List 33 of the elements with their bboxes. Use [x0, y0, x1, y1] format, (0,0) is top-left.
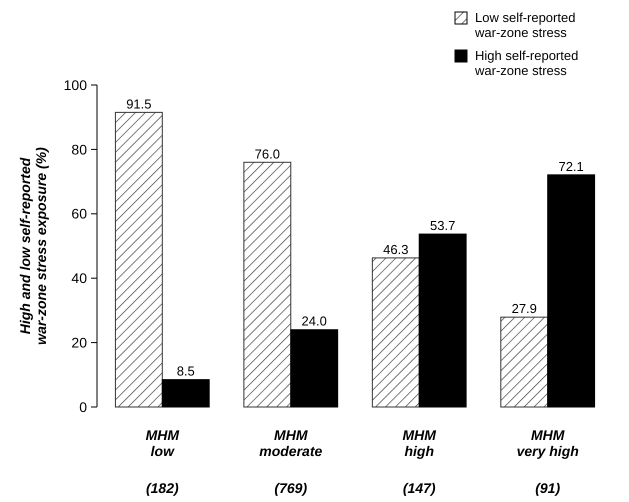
bar	[418, 234, 467, 408]
x-tick-label: MHM low	[146, 427, 180, 459]
bar	[372, 257, 420, 408]
data-label: 53.7	[430, 218, 456, 234]
legend-label: High self-reported war-zone stress	[474, 48, 578, 78]
legend-label: Low self-reported war-zone stress	[474, 10, 576, 40]
data-label: 72.1	[558, 158, 584, 174]
bar	[162, 379, 210, 408]
data-label: 76.0	[254, 146, 280, 162]
y-tick-label: 100	[64, 76, 88, 93]
data-label: 8.5	[176, 364, 195, 379]
x-tick-label: MHM high	[402, 427, 436, 459]
text: (147)	[402, 480, 436, 496]
y-tick-label: 0	[79, 398, 88, 415]
bar	[547, 174, 596, 408]
y-tick-label: 20	[71, 334, 88, 350]
text: (182)	[146, 480, 179, 496]
data-label: 24.0	[302, 314, 327, 329]
bar	[290, 329, 338, 408]
x-tick-label: MHM moderate	[259, 427, 322, 459]
y-tick-label: 40	[71, 270, 88, 286]
y-tick-label: 80	[71, 141, 88, 158]
text: (91)	[535, 480, 560, 496]
text: (769)	[274, 480, 308, 496]
bar	[114, 112, 163, 408]
y-axis-title: High and low self-reported war-zone stress exposure (%)	[17, 146, 49, 345]
y-tick-label: 60	[71, 206, 88, 222]
bar	[500, 316, 548, 408]
data-label: 27.9	[512, 301, 537, 316]
x-tick-label: MHM very high	[516, 427, 579, 459]
data-label: 91.5	[126, 96, 152, 112]
bar	[243, 162, 292, 408]
data-label: 46.3	[383, 242, 408, 257]
